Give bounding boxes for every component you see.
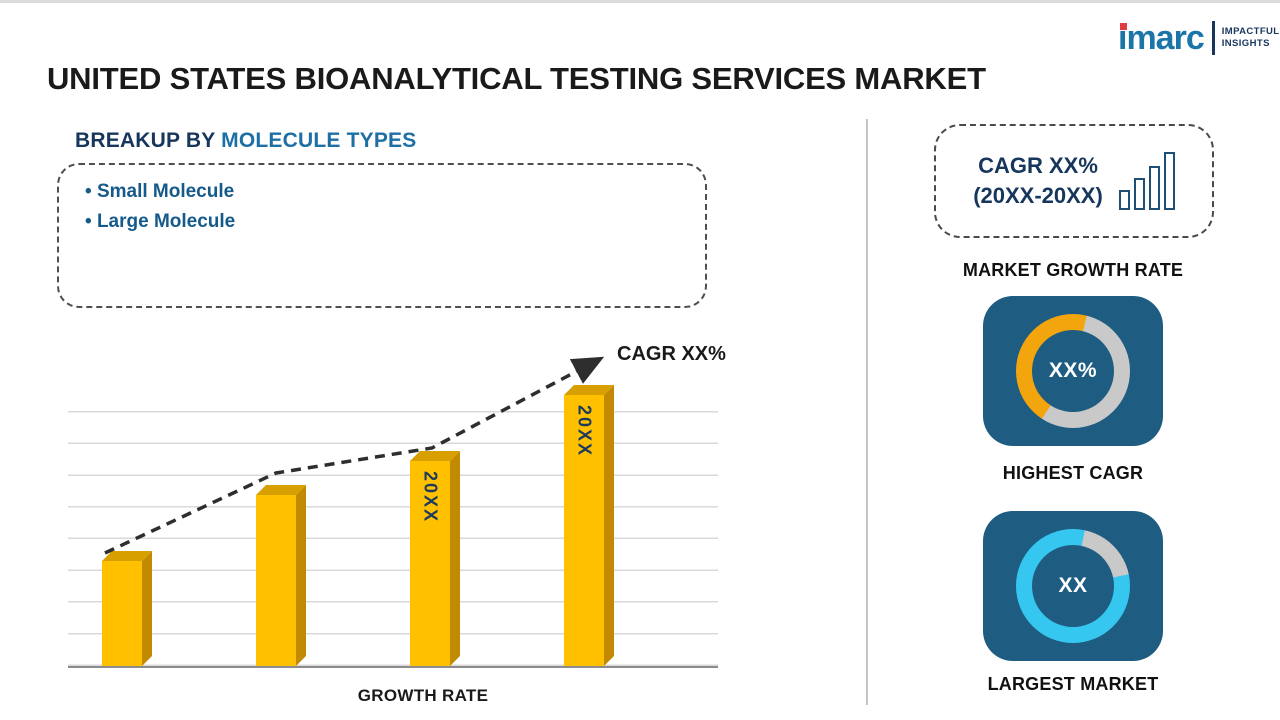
molecule-type-item: Large Molecule xyxy=(85,207,679,237)
largest-market-tile: XX xyxy=(983,511,1163,661)
largest-market-label: LARGEST MARKET xyxy=(987,674,1159,694)
growth-rate-chart: 20XX 20XX CAGR XX% GROWTH RATE xyxy=(60,338,732,705)
molecule-type-item: Small Molecule xyxy=(85,177,679,207)
bar-chart-icon xyxy=(1118,152,1175,210)
logo-tagline: IMPACTFUL INSIGHTS xyxy=(1222,26,1280,51)
largest-market-donut: XX xyxy=(1016,529,1130,643)
largest-market-value: XX xyxy=(1058,574,1088,597)
highest-cagr-donut: XX% xyxy=(1016,314,1130,428)
bar: 20XX xyxy=(564,395,604,666)
icon-bar xyxy=(1133,178,1145,210)
right-panel: CAGR XX% (20XX-20XX) MARKET GROWTH RATE … xyxy=(900,113,1246,720)
cagr-card: CAGR XX% (20XX-20XX) xyxy=(934,124,1214,238)
logo-brand: imarc xyxy=(1118,19,1205,57)
molecule-types-box: Small Molecule Large Molecule xyxy=(57,163,707,308)
logo-tagline-line1: IMPACTFUL xyxy=(1221,25,1280,37)
breakup-heading: BREAKUP BY MOLECULE TYPES xyxy=(75,129,416,153)
icon-bar xyxy=(1163,152,1175,210)
section-divider xyxy=(866,119,868,705)
bar-plot: 20XX 20XX xyxy=(68,383,718,668)
breakup-heading-prefix: BREAKUP BY xyxy=(75,129,216,152)
icon-bar xyxy=(1148,166,1160,210)
page-title: UNITED STATES BIOANALYTICAL TESTING SERV… xyxy=(47,61,986,96)
x-axis-label: GROWTH RATE xyxy=(357,686,489,705)
highest-cagr-label: HIGHEST CAGR xyxy=(1002,463,1144,483)
bar xyxy=(102,561,142,666)
icon-bar xyxy=(1118,190,1130,210)
logo-separator xyxy=(1211,21,1215,55)
bar-value-label: 20XX xyxy=(574,405,595,458)
logo-tagline-line2: INSIGHTS xyxy=(1221,38,1270,49)
molecule-types-list: Small Molecule Large Molecule xyxy=(85,177,679,237)
bar-value-label: 20XX xyxy=(420,471,441,524)
cagr-annotation: CAGR XX% xyxy=(617,343,726,365)
cagr-card-text: CAGR XX% (20XX-20XX) xyxy=(973,151,1103,210)
bar xyxy=(256,495,296,666)
bar: 20XX xyxy=(410,461,450,666)
imarc-logo: imarc IMPACTFUL INSIGHTS xyxy=(1118,21,1280,55)
cagr-card-value: CAGR XX% xyxy=(978,153,1098,179)
logo-brand-text: imarc xyxy=(1118,19,1205,57)
breakup-heading-highlight: MOLECULE TYPES xyxy=(221,129,417,152)
market-growth-rate-label: MARKET GROWTH RATE xyxy=(962,260,1184,280)
highest-cagr-tile: XX% xyxy=(983,296,1163,446)
logo-accent-dot xyxy=(1120,23,1127,30)
highest-cagr-value: XX% xyxy=(1048,359,1098,382)
cagr-card-period: (20XX-20XX) xyxy=(973,183,1103,208)
